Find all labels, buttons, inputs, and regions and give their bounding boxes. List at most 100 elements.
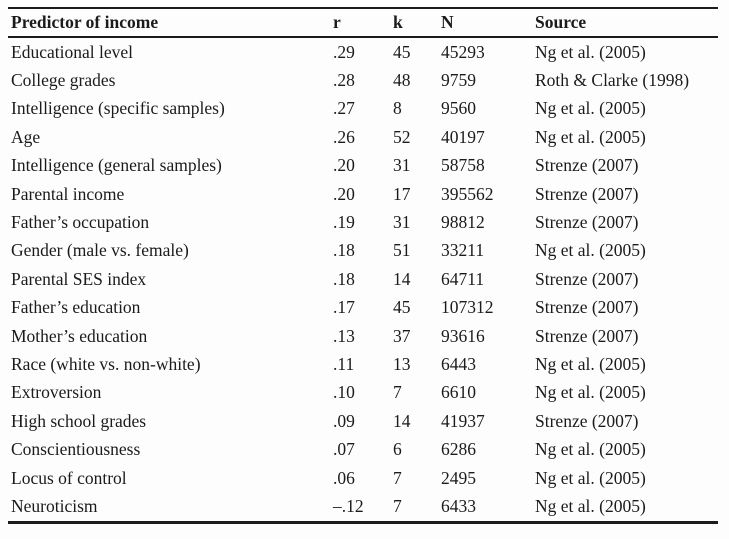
cell-k: 51 bbox=[393, 240, 411, 261]
cell-source: Strenze (2007) bbox=[535, 410, 639, 431]
column-header-r: r bbox=[330, 8, 390, 38]
cell-k: 48 bbox=[393, 70, 411, 91]
table-row: High school grades .09 14 41937 Strenze (200… bbox=[8, 407, 718, 435]
cell-source: Strenze (2007) bbox=[535, 297, 639, 318]
column-header-source: Source bbox=[532, 8, 718, 38]
cell-source: Ng et al. (2005) bbox=[535, 382, 646, 403]
table-row: Gender (male vs. female) .18 51 33211 Ng et … bbox=[8, 237, 718, 265]
cell-k: 14 bbox=[393, 410, 411, 431]
cell-k: 7 bbox=[393, 382, 402, 403]
cell-r: .27 bbox=[333, 98, 355, 119]
cell-predictor: Intelligence (general samples) bbox=[11, 155, 222, 176]
cell-predictor: Gender (male vs. female) bbox=[11, 240, 189, 261]
cell-source: Strenze (2007) bbox=[535, 268, 639, 289]
cell-k: 8 bbox=[393, 98, 402, 119]
cell-n: 2495 bbox=[441, 467, 476, 488]
cell-source: Ng et al. (2005) bbox=[535, 41, 646, 62]
cell-k: 7 bbox=[393, 495, 402, 516]
cell-r: .20 bbox=[333, 183, 355, 204]
table-header: Predictor of income r k N Source bbox=[8, 8, 718, 38]
cell-n: 40197 bbox=[441, 126, 485, 147]
column-header-n: N bbox=[438, 8, 532, 38]
cell-source: Ng et al. (2005) bbox=[535, 467, 646, 488]
cell-r: .20 bbox=[333, 155, 355, 176]
cell-predictor: Locus of control bbox=[11, 467, 127, 488]
cell-k: 52 bbox=[393, 126, 411, 147]
cell-r: .26 bbox=[333, 126, 355, 147]
table-row: Intelligence (general samples) .20 31 58758… bbox=[8, 152, 718, 180]
cell-n: 107312 bbox=[441, 297, 494, 318]
cell-n: 9560 bbox=[441, 98, 476, 119]
cell-n: 93616 bbox=[441, 325, 485, 346]
cell-r: .10 bbox=[333, 382, 355, 403]
cell-source: Ng et al. (2005) bbox=[535, 126, 646, 147]
table-row: Conscientiousness .07 6 6286 Ng et al. (2005… bbox=[8, 435, 718, 463]
cell-r: .09 bbox=[333, 410, 355, 431]
cell-predictor: College grades bbox=[11, 70, 116, 91]
cell-k: 17 bbox=[393, 183, 411, 204]
column-header-k: k bbox=[390, 8, 438, 38]
table-body: Educational level .29 45 45293 Ng et al. (20… bbox=[8, 37, 718, 522]
cell-n: 58758 bbox=[441, 155, 485, 176]
cell-r: .28 bbox=[333, 70, 355, 91]
cell-predictor: Educational level bbox=[11, 41, 133, 62]
cell-predictor: High school grades bbox=[11, 410, 147, 431]
cell-k: 14 bbox=[393, 268, 411, 289]
cell-k: 31 bbox=[393, 155, 411, 176]
table-row: Mother’s education .13 37 93616 Strenze (200… bbox=[8, 322, 718, 350]
cell-r: .18 bbox=[333, 240, 355, 261]
table-row: Locus of control .06 7 2495 Ng et al. (2005) bbox=[8, 464, 718, 492]
table-row: College grades .28 48 9759 Roth & Clarke (19… bbox=[8, 66, 718, 94]
table-row: Intelligence (specific samples) .27 8 9560 N… bbox=[8, 95, 718, 123]
cell-source: Ng et al. (2005) bbox=[535, 98, 646, 119]
column-header-predictor: Predictor of income bbox=[8, 8, 330, 38]
cell-r: .07 bbox=[333, 439, 355, 460]
cell-n: 33211 bbox=[441, 240, 485, 261]
cell-source: Strenze (2007) bbox=[535, 325, 639, 346]
cell-predictor: Race (white vs. non-white) bbox=[11, 353, 201, 374]
cell-r: .17 bbox=[333, 297, 355, 318]
cell-predictor: Intelligence (specific samples) bbox=[11, 98, 225, 119]
cell-r: .19 bbox=[333, 212, 355, 233]
cell-r: .13 bbox=[333, 325, 355, 346]
cell-n: 6443 bbox=[441, 353, 476, 374]
table-container: Predictor of income r k N Source Educati… bbox=[8, 7, 718, 524]
cell-source: Strenze (2007) bbox=[535, 183, 639, 204]
cell-source: Ng et al. (2005) bbox=[535, 353, 646, 374]
cell-n: 41937 bbox=[441, 410, 485, 431]
cell-n: 9759 bbox=[441, 70, 476, 91]
cell-n: 6610 bbox=[441, 382, 476, 403]
cell-predictor: Extroversion bbox=[11, 382, 102, 403]
cell-r: .11 bbox=[333, 353, 355, 374]
table-row: Extroversion .10 7 6610 Ng et al. (2005) bbox=[8, 379, 718, 407]
cell-n: 64711 bbox=[441, 268, 485, 289]
cell-predictor: Age bbox=[11, 126, 41, 147]
cell-r: .29 bbox=[333, 41, 355, 62]
cell-predictor: Neuroticism bbox=[11, 495, 98, 516]
cell-r: .06 bbox=[333, 467, 355, 488]
cell-k: 31 bbox=[393, 212, 411, 233]
cell-source: Ng et al. (2005) bbox=[535, 439, 646, 460]
table-row: Educational level .29 45 45293 Ng et al. (20… bbox=[8, 37, 718, 66]
cell-r: .18 bbox=[333, 268, 355, 289]
cell-predictor: Father’s education bbox=[11, 297, 141, 318]
table-row: Father’s occupation .19 31 98812 Strenze (20… bbox=[8, 208, 718, 236]
income-predictors-table: Predictor of income r k N Source Educati… bbox=[8, 7, 718, 524]
table-row: Age .26 52 40197 Ng et al. (2005) bbox=[8, 123, 718, 151]
cell-n: 98812 bbox=[441, 212, 485, 233]
cell-k: 45 bbox=[393, 41, 411, 62]
cell-source: Strenze (2007) bbox=[535, 155, 639, 176]
cell-n: 45293 bbox=[441, 41, 485, 62]
cell-predictor: Conscientiousness bbox=[11, 439, 141, 460]
cell-source: Roth & Clarke (1998) bbox=[535, 70, 690, 91]
cell-n: 395562 bbox=[441, 183, 494, 204]
cell-r: –.12 bbox=[333, 495, 364, 516]
cell-source: Ng et al. (2005) bbox=[535, 495, 646, 516]
table-row: Father’s education .17 45 107312 Strenze (20… bbox=[8, 294, 718, 322]
cell-k: 45 bbox=[393, 297, 411, 318]
cell-predictor: Father’s occupation bbox=[11, 212, 150, 233]
cell-source: Strenze (2007) bbox=[535, 212, 639, 233]
cell-k: 37 bbox=[393, 325, 411, 346]
cell-k: 7 bbox=[393, 467, 402, 488]
cell-predictor: Mother’s education bbox=[11, 325, 148, 346]
